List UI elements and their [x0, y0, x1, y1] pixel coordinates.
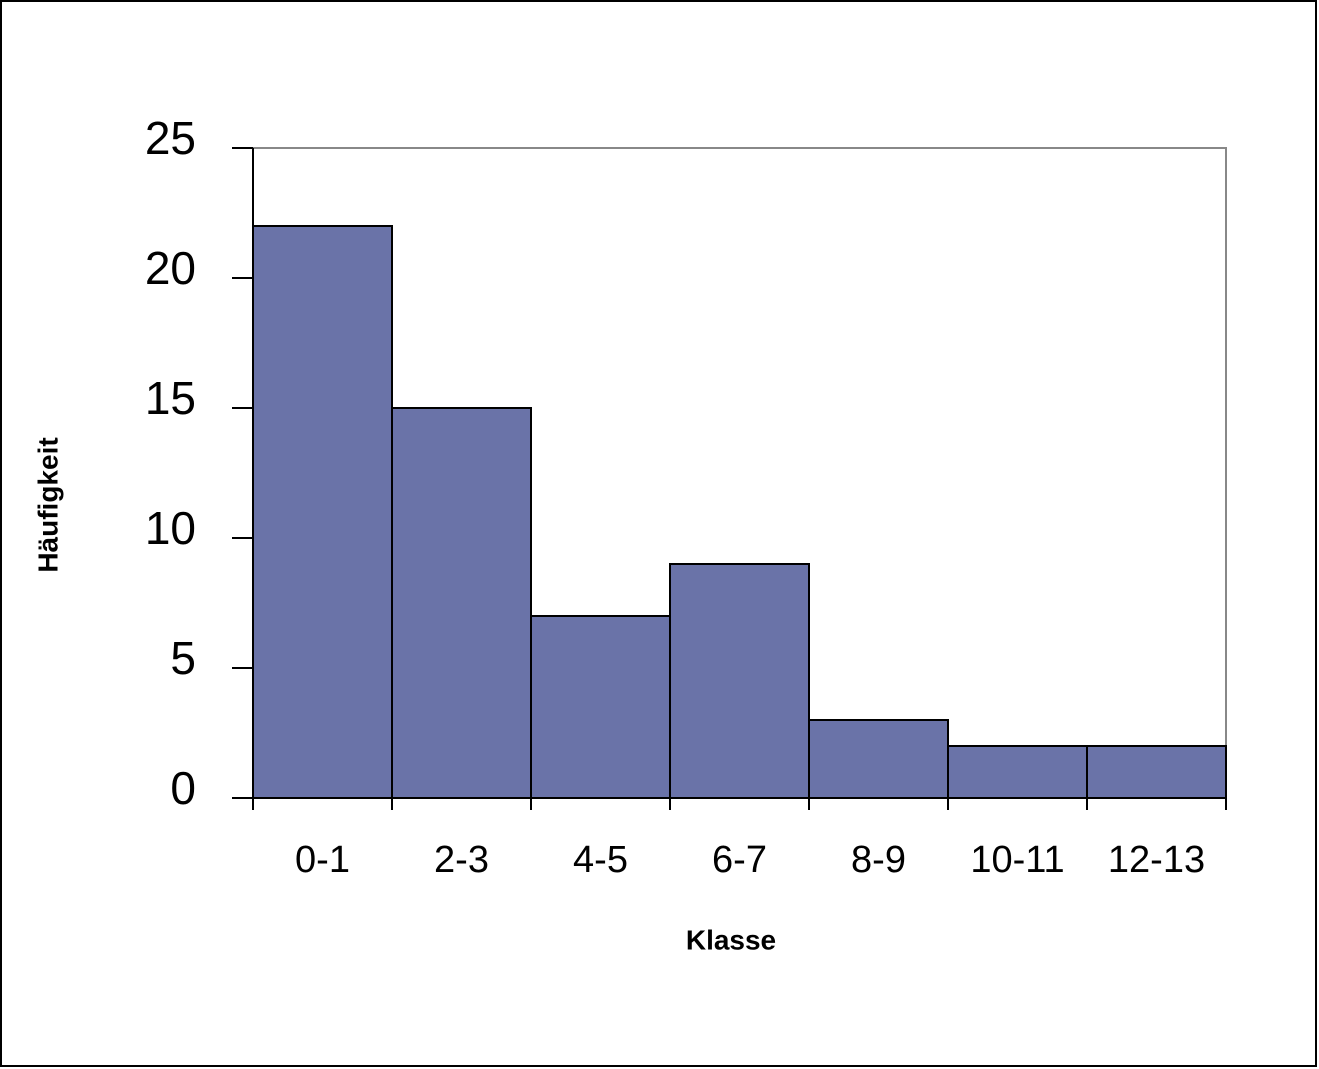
y-tick-label: 25	[145, 112, 196, 164]
y-tick-label: 0	[170, 762, 196, 814]
y-tick-label: 15	[145, 372, 196, 424]
bar	[530, 615, 671, 799]
x-tick-label: 12-13	[1108, 839, 1205, 881]
bar	[252, 225, 393, 799]
y-tick-label: 5	[170, 632, 196, 684]
bar	[947, 745, 1088, 799]
x-tick-label: 2-3	[434, 839, 489, 881]
bar	[391, 407, 532, 799]
bar	[669, 563, 810, 799]
x-tick-label: 8-9	[851, 839, 906, 881]
x-tick-label: 6-7	[712, 839, 767, 881]
bar	[808, 719, 949, 799]
x-tick-label: 10-11	[970, 839, 1064, 881]
x-tick-label: 0-1	[295, 839, 350, 881]
plot-border	[253, 147, 1227, 798]
y-tick-label: 10	[145, 502, 196, 554]
x-tick-label: 4-5	[573, 839, 628, 881]
y-tick-label: 20	[145, 242, 196, 294]
bar	[1086, 745, 1227, 799]
y-axis-title: Häufigkeit	[32, 437, 63, 572]
x-axis-title: Klasse	[686, 924, 776, 955]
